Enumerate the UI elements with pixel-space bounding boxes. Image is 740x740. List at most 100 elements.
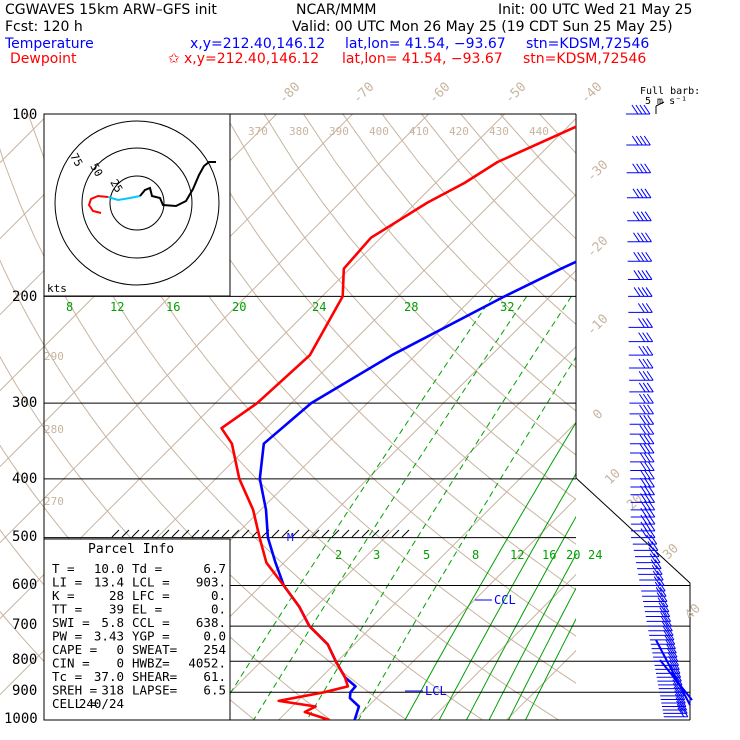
parcel-info-cell: 28 xyxy=(109,588,124,603)
wind-barb-flag xyxy=(638,393,646,404)
level-hatch xyxy=(141,529,150,538)
hodograph-low-level-trace xyxy=(87,194,109,214)
mixing-ratio-label: 12 xyxy=(510,548,524,562)
wind-barb-flag xyxy=(635,135,643,146)
wind-barb-flag xyxy=(647,404,654,415)
skewt-background xyxy=(0,114,576,720)
wind-barb-flag xyxy=(678,690,686,700)
mixing-ratio-label: 20 xyxy=(566,548,580,562)
wind-barb-flag xyxy=(635,104,643,115)
frame-right-lower xyxy=(575,477,691,720)
wind-barb-flag xyxy=(641,270,649,280)
wind-barb-flag xyxy=(646,332,654,342)
wind-barb-flag xyxy=(653,576,661,586)
parcel-info-cell: T = xyxy=(52,561,75,576)
hodograph-upper-trace xyxy=(139,161,216,208)
wind-barb-flag xyxy=(633,270,641,280)
wind-barb-flag xyxy=(647,541,655,551)
wind-barb-flag xyxy=(665,643,673,654)
wind-barb-flag xyxy=(641,252,649,262)
level-hatch xyxy=(231,529,240,538)
wind-barb-flag xyxy=(675,697,683,707)
parcel-info-cell: 6.7 xyxy=(203,561,226,576)
parcel-info-cell: YGP = xyxy=(132,629,170,644)
wind-barb-flag xyxy=(666,647,674,658)
wind-barb-flag xyxy=(656,592,664,602)
mixing-ratio-label: 24 xyxy=(312,300,326,314)
mixing-ratio-label: 24 xyxy=(588,548,602,562)
wind-barb-flag xyxy=(647,414,655,425)
model-title: CGWAVES 15km ARW–GFS init xyxy=(5,2,217,18)
wind-barb-flag xyxy=(650,534,658,545)
theta-label: 410 xyxy=(409,125,429,138)
pressure-axis: 100 200 300 400 500 600 700 800 900 1000 xyxy=(4,107,38,727)
wind-barb-flag xyxy=(667,630,675,641)
pressure-label: 300 xyxy=(12,395,37,411)
wind-barb-flag xyxy=(631,104,639,115)
pressure-label: 200 xyxy=(12,289,37,305)
theta-label: 370 xyxy=(248,125,268,138)
wind-barb-flag xyxy=(643,443,651,454)
wind-barb-flag xyxy=(672,660,680,670)
theta-label: 290 xyxy=(44,350,64,363)
level-hatch xyxy=(111,529,120,538)
wind-barb-flag xyxy=(665,639,672,649)
wind-barb-flag xyxy=(664,635,672,645)
wind-barb-flag xyxy=(647,469,655,480)
wind-barb-flag xyxy=(641,303,649,313)
wind-barb-flag xyxy=(641,232,648,243)
wind-barb-flag xyxy=(666,626,674,636)
wind-barb-flag xyxy=(676,704,684,714)
wind-barb-flag xyxy=(648,485,655,496)
temperature-station: stn=KDSM,72546 xyxy=(526,36,649,52)
parcel-info-cell: CCL = xyxy=(132,615,170,630)
wind-barb-flag xyxy=(660,612,668,622)
parcel-annotations: CCL LCL M xyxy=(287,531,516,698)
wind-barb-flag xyxy=(645,232,652,243)
hodograph-ring-75 xyxy=(54,120,220,286)
dewpoint-xy: x,y=212.40,146.12 xyxy=(184,51,319,67)
level-hatch xyxy=(401,529,410,538)
wind-barb-flag xyxy=(644,188,652,199)
wind-barb-flag xyxy=(644,485,651,496)
wind-barb-flag xyxy=(645,270,653,280)
wind-barb-flag xyxy=(674,667,682,678)
parcel-info-cell: LI = xyxy=(52,575,82,590)
wind-barb-flag xyxy=(637,303,645,313)
wind-barb-flag xyxy=(668,656,675,666)
parcel-info-cell: TT = xyxy=(52,602,82,617)
wind-barb-flag xyxy=(631,135,639,146)
level-hatch xyxy=(161,529,170,538)
wind-barb-flag xyxy=(658,602,666,612)
wind-barb-flag xyxy=(674,693,682,704)
wind-barb-flag xyxy=(643,477,651,488)
wind-barb-flag xyxy=(647,443,655,454)
wind-barb-flag xyxy=(633,232,640,243)
hodograph-frame xyxy=(43,113,231,297)
wind-barb-flag xyxy=(661,616,668,627)
wind-barb-flag xyxy=(680,704,688,714)
theta-label: 270 xyxy=(44,495,64,508)
temperature-latlon: lat,lon= 41.54, −93.67 xyxy=(345,36,506,52)
mixing-ratio-label: 5 xyxy=(423,548,430,562)
mixing-ratio-label: 16 xyxy=(166,300,180,314)
dry-adiabat-line xyxy=(303,114,576,412)
wind-barb-flag xyxy=(646,318,653,328)
wind-barb-flag xyxy=(646,358,654,369)
parcel-info-cell: K = xyxy=(52,588,75,603)
wind-barb-flag xyxy=(636,211,644,221)
wind-barb-flag xyxy=(677,707,685,717)
wind-barb-flag xyxy=(647,424,655,435)
parcel-info-cell: EL = xyxy=(132,602,162,617)
wind-barb-flag xyxy=(655,565,663,575)
wind-barb-flag xyxy=(639,477,647,488)
wind-barb-flag xyxy=(657,597,665,607)
wind-barb-flag xyxy=(646,534,654,545)
isotherm-line xyxy=(202,345,576,720)
wind-barb-flag xyxy=(645,287,653,297)
parcel-info-cell: 4052. xyxy=(188,656,226,671)
isotherm-line xyxy=(354,497,576,720)
wind-barb-flag xyxy=(670,647,678,658)
wind-barb-flag xyxy=(673,664,681,674)
wind-barb-flag xyxy=(679,697,687,707)
